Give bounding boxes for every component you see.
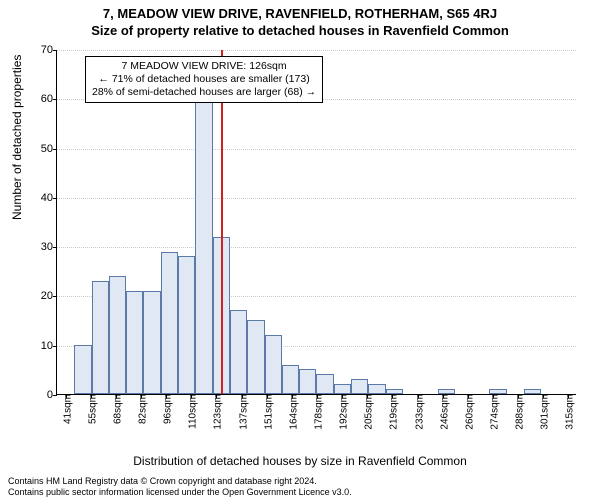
histogram-bar bbox=[230, 310, 247, 394]
xtick-label: 246sqm bbox=[435, 394, 450, 430]
ytick-label: 70 bbox=[27, 44, 57, 56]
page-title: 7, MEADOW VIEW DRIVE, RAVENFIELD, ROTHER… bbox=[0, 0, 600, 21]
xtick-label: 274sqm bbox=[485, 394, 500, 430]
xtick-label: 164sqm bbox=[284, 394, 299, 430]
annotation-line: 7 MEADOW VIEW DRIVE: 126sqm bbox=[92, 60, 316, 73]
ytick-label: 20 bbox=[27, 290, 57, 302]
xtick-label: 137sqm bbox=[234, 394, 249, 430]
xtick-label: 260sqm bbox=[460, 394, 475, 430]
histogram-bar bbox=[299, 369, 316, 394]
xtick-label: 288sqm bbox=[511, 394, 526, 430]
ytick-label: 60 bbox=[27, 93, 57, 105]
xtick-label: 41sqm bbox=[58, 394, 73, 424]
histogram-bar bbox=[178, 256, 195, 394]
histogram-bar bbox=[265, 335, 282, 394]
histogram-bar bbox=[92, 281, 109, 394]
xtick-label: 55sqm bbox=[83, 394, 98, 424]
xtick-label: 301sqm bbox=[536, 394, 551, 430]
histogram-bar bbox=[334, 384, 351, 394]
x-axis-label: Distribution of detached houses by size … bbox=[0, 454, 600, 468]
footnote-line: Contains HM Land Registry data © Crown c… bbox=[8, 476, 592, 487]
annotation-callout: 7 MEADOW VIEW DRIVE: 126sqm← 71% of deta… bbox=[85, 56, 323, 103]
histogram-bar bbox=[195, 84, 212, 394]
footnote: Contains HM Land Registry data © Crown c… bbox=[8, 476, 592, 498]
histogram-bar bbox=[109, 276, 126, 394]
xtick-label: 82sqm bbox=[134, 394, 149, 424]
xtick-label: 315sqm bbox=[561, 394, 576, 430]
histogram-bar bbox=[74, 345, 91, 394]
xtick-label: 192sqm bbox=[335, 394, 350, 430]
xtick-label: 205sqm bbox=[360, 394, 375, 430]
xtick-label: 151sqm bbox=[259, 394, 274, 430]
annotation-line: 28% of semi-detached houses are larger (… bbox=[92, 86, 316, 99]
histogram-bar bbox=[247, 320, 264, 394]
ytick-label: 0 bbox=[27, 389, 57, 401]
histogram-bar bbox=[316, 374, 333, 394]
histogram-bar bbox=[351, 379, 368, 394]
xtick-label: 219sqm bbox=[385, 394, 400, 430]
ytick-label: 10 bbox=[27, 340, 57, 352]
histogram-bar bbox=[368, 384, 385, 394]
y-axis-label: Number of detached properties bbox=[10, 55, 24, 220]
ytick-label: 30 bbox=[27, 241, 57, 253]
histogram-bar bbox=[143, 291, 160, 394]
ytick-label: 40 bbox=[27, 192, 57, 204]
xtick-label: 123sqm bbox=[209, 394, 224, 430]
page-subtitle: Size of property relative to detached ho… bbox=[0, 21, 600, 38]
footnote-line: Contains public sector information licen… bbox=[8, 487, 592, 498]
histogram-bar bbox=[126, 291, 143, 394]
ytick-label: 50 bbox=[27, 143, 57, 155]
xtick-label: 178sqm bbox=[310, 394, 325, 430]
histogram-chart: 01020304050607041sqm55sqm68sqm82sqm96sqm… bbox=[56, 50, 576, 395]
annotation-line: ← 71% of detached houses are smaller (17… bbox=[92, 73, 316, 86]
xtick-label: 233sqm bbox=[410, 394, 425, 430]
histogram-bar bbox=[161, 252, 178, 395]
xtick-label: 68sqm bbox=[108, 394, 123, 424]
histogram-bar bbox=[282, 365, 299, 394]
xtick-label: 110sqm bbox=[184, 394, 199, 429]
xtick-label: 96sqm bbox=[159, 394, 174, 424]
